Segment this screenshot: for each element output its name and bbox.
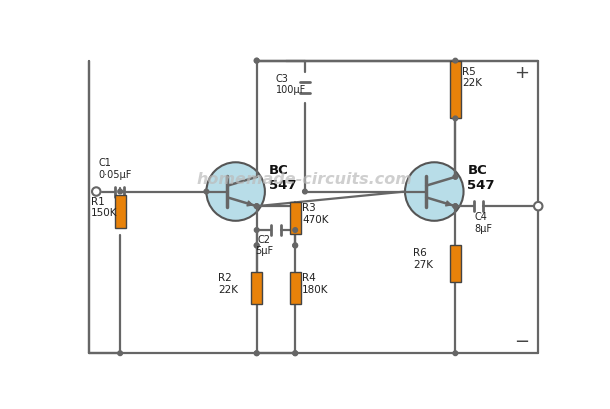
Bar <box>251 272 262 304</box>
Text: R6
27K: R6 27K <box>413 249 433 270</box>
Bar <box>290 202 301 234</box>
Circle shape <box>254 58 259 63</box>
Text: R5
22K: R5 22K <box>462 67 483 88</box>
Text: R4
180K: R4 180K <box>302 273 329 295</box>
Circle shape <box>254 351 259 355</box>
Text: R1
150K: R1 150K <box>91 197 117 218</box>
Circle shape <box>92 187 101 196</box>
Circle shape <box>453 351 458 355</box>
Circle shape <box>453 204 458 209</box>
Circle shape <box>303 189 307 194</box>
Bar <box>450 245 461 282</box>
Circle shape <box>453 116 458 121</box>
Circle shape <box>254 228 259 232</box>
Circle shape <box>453 175 458 179</box>
Circle shape <box>293 351 298 355</box>
Circle shape <box>118 351 123 355</box>
Text: R2
22K: R2 22K <box>218 273 238 295</box>
Circle shape <box>254 204 259 209</box>
Text: C2
5μF: C2 5μF <box>256 235 273 256</box>
Circle shape <box>534 202 542 210</box>
Text: C1
0·05μF: C1 0·05μF <box>99 158 132 180</box>
Circle shape <box>453 204 458 209</box>
Text: BC
547: BC 547 <box>269 164 296 192</box>
Circle shape <box>118 189 123 194</box>
Ellipse shape <box>206 162 265 221</box>
Circle shape <box>254 243 259 248</box>
Text: +: + <box>514 65 529 83</box>
Text: −: − <box>514 333 529 351</box>
Circle shape <box>293 351 298 355</box>
Circle shape <box>453 58 458 63</box>
Text: C4
8μF: C4 8μF <box>475 212 493 234</box>
Circle shape <box>254 243 259 248</box>
Circle shape <box>254 204 259 209</box>
Circle shape <box>254 351 259 355</box>
Text: homemade-circuits.com: homemade-circuits.com <box>197 173 413 187</box>
Circle shape <box>293 228 298 232</box>
Circle shape <box>204 189 209 194</box>
Text: BC
547: BC 547 <box>467 164 495 192</box>
Circle shape <box>293 243 298 248</box>
Text: C3
100μF: C3 100μF <box>276 74 306 95</box>
Ellipse shape <box>405 162 464 221</box>
Circle shape <box>293 243 298 248</box>
Bar <box>290 272 301 304</box>
Text: R3
470K: R3 470K <box>302 203 329 225</box>
Circle shape <box>254 58 259 63</box>
Bar <box>115 196 126 228</box>
Bar <box>450 61 461 118</box>
